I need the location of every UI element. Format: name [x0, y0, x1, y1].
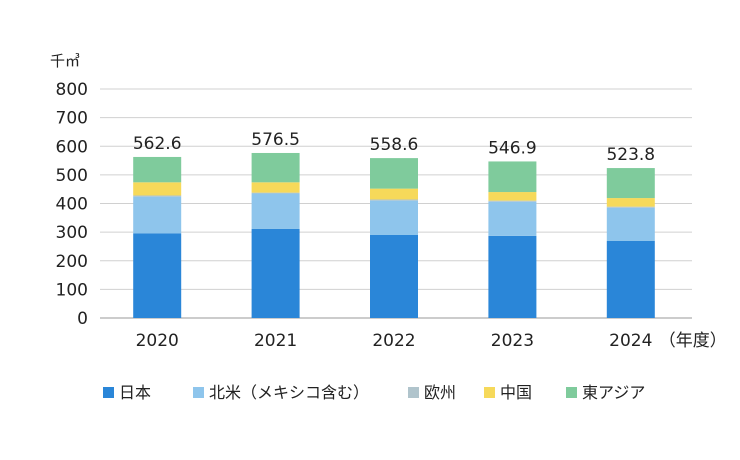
bar-segment: [251, 192, 300, 194]
x-tick-label: 2023: [491, 331, 534, 351]
legend: 日本 北米（メキシコ含む） 欧州 中国 東アジア: [103, 383, 645, 402]
legend-swatch: [566, 387, 577, 398]
bar-segment: [251, 182, 300, 193]
legend-label: 東アジア: [582, 383, 645, 402]
y-tick-label: 600: [56, 137, 88, 157]
y-tick-label: 700: [56, 109, 88, 129]
y-tick-label: 500: [56, 166, 88, 186]
legend-label: 北米（メキシコ含む）: [209, 383, 369, 402]
x-tick-label: 2021: [254, 331, 297, 351]
bar-segment: [370, 200, 418, 235]
legend-label: 欧州: [424, 383, 456, 402]
bar-segment: [488, 192, 537, 201]
bar-segment: [133, 182, 182, 196]
y-tick-label: 200: [56, 252, 88, 272]
bar-segment: [606, 240, 655, 318]
y-tick-label: 0: [77, 309, 88, 329]
bars: [133, 152, 655, 318]
y-tick-label: 300: [56, 223, 88, 243]
bar-segment: [133, 195, 182, 197]
bar-segment: [488, 235, 537, 318]
bar-segment: [133, 196, 182, 234]
x-tick-label: 2022: [372, 331, 415, 351]
bar-segment: [251, 193, 300, 229]
y-axis-ticks: 0 100 200 300 400 500 600 700 800: [56, 80, 88, 329]
bar-segment: [606, 206, 655, 208]
bar-segment: [488, 161, 537, 193]
unit-label: 千㎥: [50, 52, 80, 70]
x-tick-label: 2024: [609, 331, 652, 351]
y-tick-label: 100: [56, 280, 88, 300]
bar-total-label: 546.9: [488, 138, 537, 158]
bar-total-label: 558.6: [370, 135, 419, 155]
x-tick-label: 2020: [136, 331, 179, 351]
bar-segment: [251, 152, 300, 183]
bar-segment: [488, 200, 537, 202]
legend-swatch: [193, 387, 204, 398]
bar-total-label: 576.5: [251, 130, 300, 150]
bar-segment: [606, 168, 655, 199]
legend-swatch: [103, 387, 114, 398]
bar-total-labels: 562.6 576.5 558.6 546.9 523.8: [133, 130, 655, 165]
y-tick-label: 800: [56, 80, 88, 100]
legend-label: 中国: [500, 383, 532, 402]
bar-segment: [370, 234, 418, 318]
y-tick-label: 400: [56, 195, 88, 215]
bar-segment: [488, 201, 537, 236]
bar-segment: [370, 158, 418, 189]
bar-total-label: 523.8: [606, 145, 655, 165]
bar-segment: [370, 199, 418, 201]
legend-label: 日本: [119, 383, 151, 402]
bar-segment: [133, 233, 182, 318]
x-axis-ticks: 2020 2021 2022 2023 2024 （年度）: [136, 331, 727, 351]
x-axis-suffix: （年度）: [659, 331, 727, 351]
bar-segment: [251, 228, 300, 318]
legend-swatch: [484, 387, 495, 398]
legend-swatch: [408, 387, 419, 398]
bar-segment: [370, 188, 418, 200]
bar-total-label: 562.6: [133, 134, 182, 154]
bar-segment: [133, 156, 182, 183]
bar-segment: [606, 198, 655, 207]
bar-segment: [606, 207, 655, 241]
